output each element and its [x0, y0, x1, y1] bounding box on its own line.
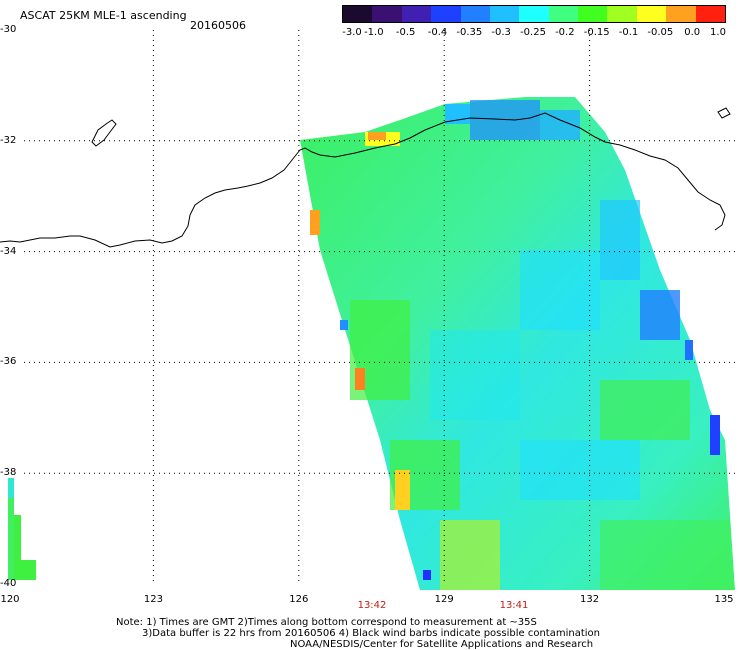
- lat-tick-label: -32: [0, 134, 17, 146]
- colorbar-segment: [695, 6, 726, 22]
- coastline: [0, 112, 726, 248]
- colorbar-label: 0.0: [684, 27, 701, 38]
- colorbar-segment: [519, 6, 550, 22]
- colorbar-segment: [548, 6, 579, 22]
- colorbar-label: -1.0: [364, 27, 384, 38]
- map-title: ASCAT 25KM MLE-1 ascending: [20, 9, 187, 22]
- colorbar-label: -0.05: [647, 27, 674, 38]
- colorbar-label: -0.35: [456, 27, 483, 38]
- colorbar-segment: [343, 6, 373, 22]
- map-date: 20160506: [190, 19, 246, 32]
- colorbar-label: 1.0: [710, 27, 726, 38]
- island-east: [717, 107, 731, 119]
- lon-tick-label: 129: [434, 594, 454, 605]
- colorbar-label: -0.5: [395, 27, 416, 38]
- colorbar-segment: [489, 6, 520, 22]
- lat-tick-label: -34: [0, 245, 17, 257]
- colorbar-label: -0.2: [555, 27, 575, 38]
- colorbar-label: -0.25: [520, 27, 546, 38]
- colorbar-label: -0.1: [618, 27, 639, 38]
- colorbar-segment: [636, 6, 667, 22]
- colorbar-segment: [460, 6, 491, 22]
- colorbar-segment: [401, 6, 432, 22]
- lon-tick-label: 123: [143, 594, 163, 605]
- lon-tick-label: 135: [714, 594, 734, 605]
- colorbar-segment: [578, 6, 608, 22]
- lat-tick-label: -40: [0, 578, 17, 589]
- lat-tick-label: -30: [0, 24, 17, 35]
- time-label-2: 13:41: [499, 600, 529, 611]
- lat-tick-label: -38: [0, 467, 17, 479]
- lon-tick-label: 126: [289, 594, 309, 605]
- colorbar-label: -0.3: [491, 27, 511, 38]
- time-label-1: 13:42: [357, 600, 387, 611]
- colorbar-segment: [607, 6, 638, 22]
- colorbar-segment: [372, 6, 403, 22]
- note-line-3: NOAA/NESDIS/Center for Satellite Applica…: [290, 639, 594, 650]
- gridlines: [24, 30, 735, 584]
- colorbar-label: -3.0: [342, 27, 362, 38]
- lon-tick-label: 120: [0, 594, 20, 605]
- colorbar: [342, 5, 726, 23]
- lon-tick-label: 132: [580, 594, 600, 605]
- note-line-2: 3)Data buffer is 22 hrs from 20160506 4)…: [142, 628, 600, 639]
- lat-tick-label: -36: [0, 356, 17, 368]
- island-north: [91, 119, 117, 147]
- colorbar-segment: [431, 6, 462, 22]
- colorbar-segment: [666, 6, 697, 22]
- colorbar-label: -0.15: [583, 27, 610, 38]
- colorbar-label: -0.4: [427, 27, 448, 38]
- data-swath-left: [8, 478, 36, 580]
- swath-patches: [310, 100, 730, 590]
- note-line-1: Note: 1) Times are GMT 2)Times along bot…: [116, 617, 537, 628]
